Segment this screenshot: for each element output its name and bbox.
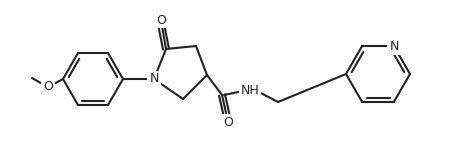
- Text: N: N: [389, 40, 399, 53]
- Text: O: O: [223, 116, 233, 128]
- Text: N: N: [149, 73, 159, 86]
- Text: O: O: [43, 81, 53, 93]
- Text: O: O: [156, 13, 166, 27]
- Text: NH: NH: [240, 83, 260, 97]
